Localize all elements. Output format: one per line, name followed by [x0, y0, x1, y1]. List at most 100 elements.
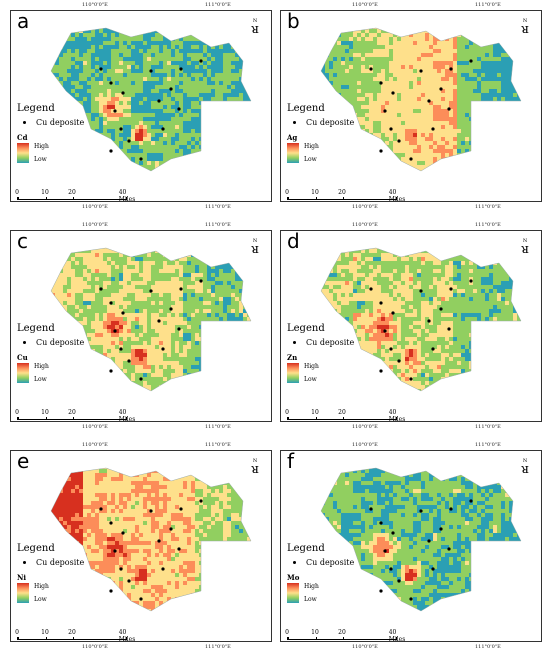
legend-deposit-row: Cu deposite — [287, 557, 354, 567]
scale-bar-graphic — [287, 197, 397, 200]
lat-label-right: 33°0'0"N — [540, 64, 541, 87]
cu-deposit-marker — [177, 327, 181, 331]
scale-tick: 0 — [285, 189, 289, 196]
map-legend: Legend Cu deposite Ag High Low — [287, 103, 354, 163]
scale-tick: 10 — [311, 189, 319, 196]
color-ramp — [287, 583, 299, 603]
cu-deposit-marker — [161, 127, 165, 131]
deposit-label: Cu deposite — [36, 337, 85, 347]
geochemical-map — [50, 467, 252, 612]
map-legend: Legend Cu deposite Zn High Low — [287, 323, 354, 383]
map-panel-d: d N ᴚ 33°0'0"N 33°0'0"N Legend Cu deposi… — [280, 230, 542, 422]
deposit-label: Cu deposite — [36, 557, 85, 567]
scale-tick: 10 — [311, 629, 319, 636]
scale-tick: 20 — [68, 409, 76, 416]
lon-label: 111°0'0"E — [205, 222, 231, 228]
ramp-low-label: Low — [304, 376, 317, 383]
lon-label: 110°0'0"E — [82, 644, 108, 650]
lat-label-left: 33°0'0"N — [11, 64, 12, 87]
cu-deposit-marker — [139, 157, 143, 161]
cu-deposit-marker — [109, 301, 113, 305]
cu-deposit-marker — [99, 287, 103, 291]
scale-bar: 0 10 20 40 Miles — [15, 409, 135, 421]
cu-deposit-marker — [427, 539, 431, 543]
deposit-label: Cu deposite — [306, 117, 355, 127]
region-boundary — [50, 27, 252, 172]
north-arrow-icon: N ᴚ — [251, 18, 259, 37]
cu-deposit-marker — [389, 347, 393, 351]
cu-deposit-marker — [369, 507, 373, 511]
cu-deposit-marker — [113, 109, 117, 113]
lat-label-left: 33°0'0"N — [281, 504, 282, 527]
cu-deposit-marker — [179, 507, 183, 511]
lat-label-right: 33°0'0"N — [270, 284, 271, 307]
cu-deposit-marker — [427, 99, 431, 103]
legend-deposit-row: Cu deposite — [17, 117, 84, 127]
cu-deposit-marker — [449, 287, 453, 291]
lon-label: 110°0'0"E — [352, 204, 378, 210]
scale-bar-graphic — [287, 637, 397, 640]
cu-deposit-marker — [447, 327, 451, 331]
cu-deposit-marker — [431, 347, 435, 351]
scale-bar-graphic — [287, 417, 397, 420]
cu-deposit-marker — [169, 307, 173, 311]
geochemical-map — [320, 27, 522, 172]
cu-deposit-marker — [389, 567, 393, 571]
cu-deposit-marker — [439, 527, 443, 531]
lon-label: 110°0'0"E — [82, 442, 108, 448]
deposit-label: Cu deposite — [36, 117, 85, 127]
north-label: N — [522, 458, 528, 464]
legend-title: Legend — [17, 543, 55, 554]
element-label: Cu — [17, 353, 28, 362]
lat-label-right: 33°0'0"N — [540, 504, 541, 527]
panel-letter: b — [287, 10, 300, 33]
map-panel-a: a N ᴚ 33°0'0"N 33°0'0"N Legend Cu deposi… — [10, 10, 272, 202]
cu-deposit-marker — [389, 127, 393, 131]
cu-deposit-marker — [397, 579, 401, 583]
cu-deposit-marker — [161, 347, 165, 351]
lon-label: 110°0'0"E — [82, 222, 108, 228]
ramp-high-label: High — [304, 363, 319, 370]
map-panel-f: f N ᴚ 33°0'0"N 33°0'0"N Legend Cu deposi… — [280, 450, 542, 642]
cu-deposit-marker — [199, 279, 203, 283]
lat-label-left: 33°0'0"N — [11, 284, 12, 307]
cu-deposit-marker — [157, 319, 161, 323]
color-ramp — [287, 363, 299, 383]
lon-label: 111°0'0"E — [475, 442, 501, 448]
ramp-high-label: High — [304, 583, 319, 590]
cu-deposit-marker — [383, 549, 387, 553]
lon-label: 111°0'0"E — [205, 644, 231, 650]
element-label: Cd — [17, 133, 28, 142]
cu-deposit-marker — [431, 567, 435, 571]
cu-deposit-marker — [449, 507, 453, 511]
lon-label: 111°0'0"E — [475, 222, 501, 228]
lat-label-left: 33°0'0"N — [11, 504, 12, 527]
deposit-dot-icon — [293, 560, 296, 564]
element-label: Ag — [287, 133, 298, 142]
scale-bar-graphic — [17, 417, 127, 420]
deposit-dot-icon — [293, 340, 296, 344]
element-label: Zn — [287, 353, 298, 362]
lat-label-left: 33°0'0"N — [281, 284, 282, 307]
cu-deposit-marker — [127, 359, 131, 363]
scale-bar: 0 10 20 40 Miles — [15, 189, 135, 201]
element-label: Mo — [287, 573, 300, 582]
map-legend: Legend Cu deposite Cd High Low — [17, 103, 84, 163]
lon-label: 111°0'0"E — [475, 644, 501, 650]
cu-deposit-marker — [391, 531, 395, 535]
cu-deposit-marker — [179, 287, 183, 291]
cu-deposit-marker — [383, 109, 387, 113]
cu-deposit-marker — [199, 59, 203, 63]
deposit-label: Cu deposite — [306, 557, 355, 567]
scale-bar: 0 10 20 40 Miles — [285, 189, 405, 201]
scale-tick: 40 Miles — [118, 629, 136, 642]
region-boundary — [320, 247, 522, 392]
cu-deposit-marker — [121, 91, 125, 95]
cu-deposit-marker — [149, 289, 153, 293]
scale-tick: 0 — [15, 629, 19, 636]
cu-deposit-marker — [109, 369, 113, 373]
cu-deposit-marker — [379, 81, 383, 85]
lat-label-right: 33°0'0"N — [270, 504, 271, 527]
scale-bar: 0 10 20 40 Miles — [285, 629, 405, 641]
lon-label: 111°0'0"E — [205, 424, 231, 430]
